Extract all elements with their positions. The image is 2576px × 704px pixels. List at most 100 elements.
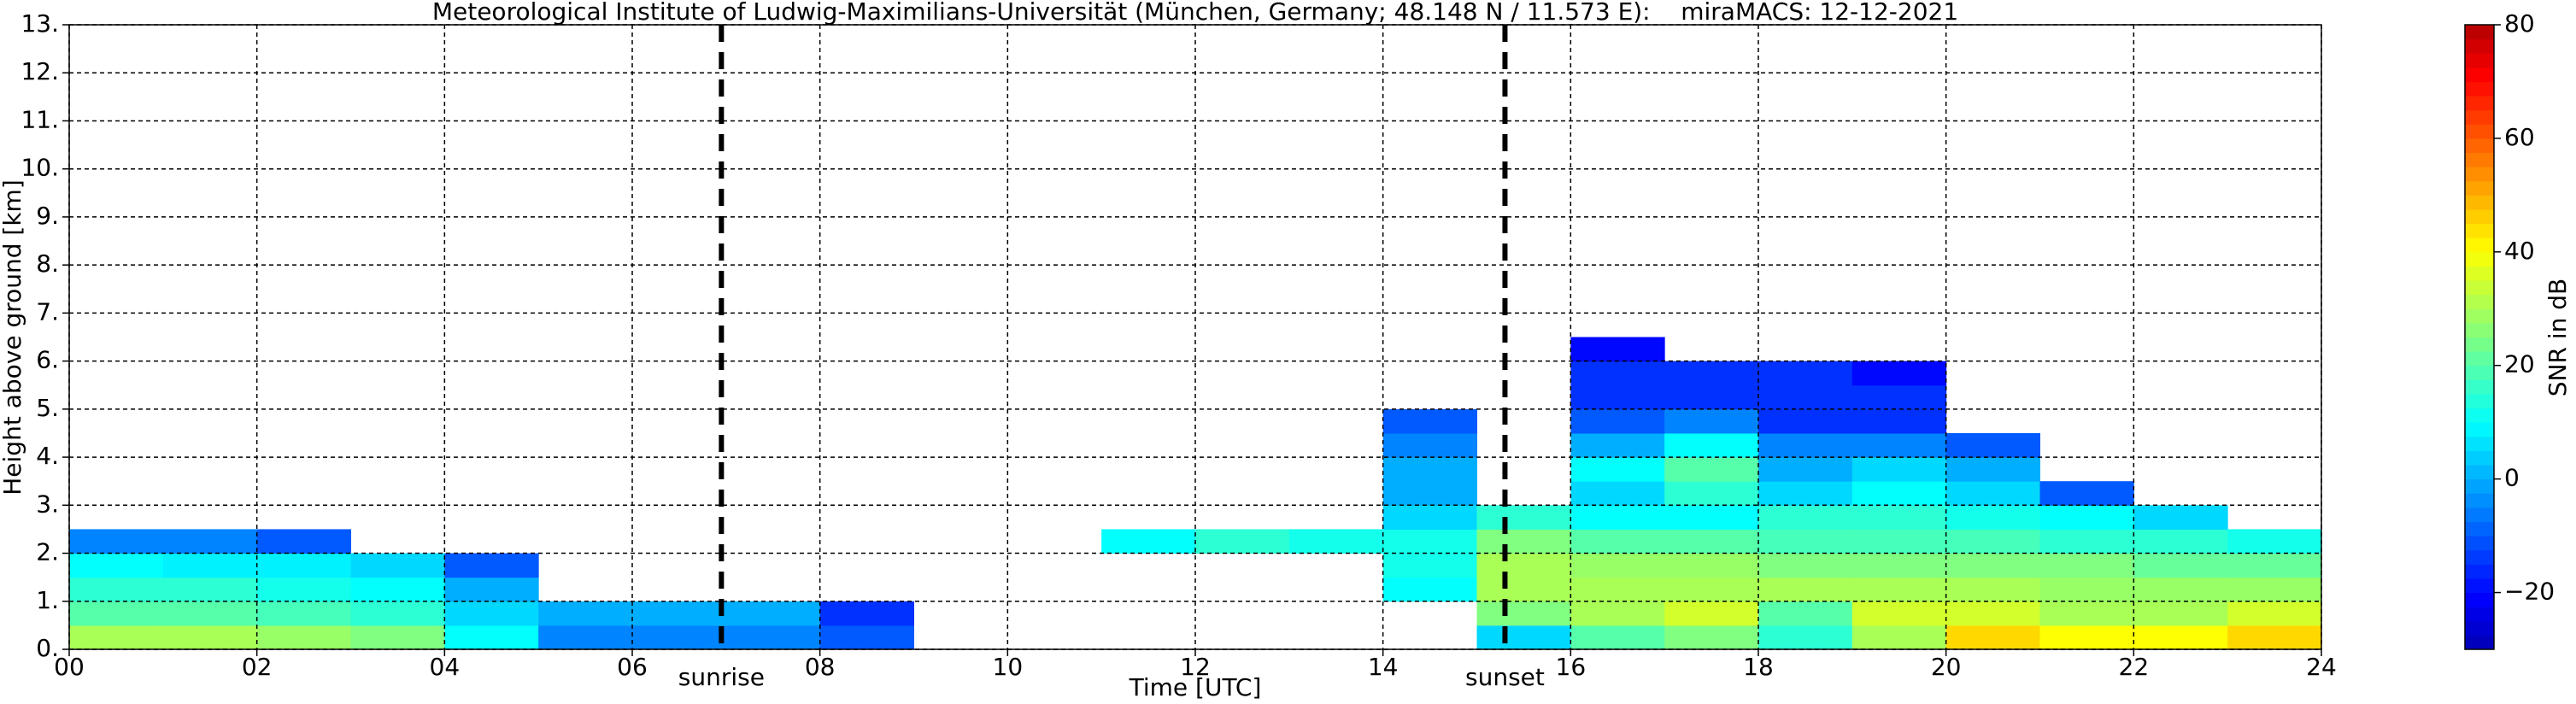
heatmap-cell — [1570, 384, 1665, 410]
y-tick-label: 10. — [21, 154, 59, 182]
heatmap-cell — [1570, 432, 1665, 458]
colorbar-swatch — [2465, 607, 2494, 622]
colorbar-swatch — [2465, 109, 2494, 125]
chart-title: Meteorological Institute of Ludwig-Maxim… — [432, 0, 1958, 26]
heatmap-cell — [1851, 577, 1947, 602]
colorbar-swatch — [2465, 195, 2494, 210]
colorbar-swatch — [2465, 578, 2494, 594]
heatmap-cell — [256, 625, 351, 650]
colorbar-swatch — [2465, 152, 2494, 167]
heatmap-cell — [2227, 529, 2322, 554]
colorbar-tick-label: −20 — [2504, 578, 2555, 606]
colorbar-swatch — [2465, 620, 2494, 636]
heatmap-cell — [1664, 361, 1759, 386]
heatmap-cell — [632, 625, 727, 650]
heatmap-cell — [1664, 505, 1759, 530]
heatmap-cell — [444, 553, 539, 578]
heatmap-cell — [1101, 529, 1196, 554]
heatmap-cell — [2133, 553, 2228, 578]
y-tick-label: 13. — [21, 9, 59, 38]
x-tick-label: 20 — [1931, 653, 1962, 681]
colorbar-frame — [2464, 24, 2495, 650]
colorbar-swatch — [2465, 208, 2494, 225]
colorbar-label: SNR in dB — [2544, 279, 2572, 396]
heatmap-cell — [1945, 625, 2040, 650]
heatmap-cell — [1476, 505, 1571, 530]
heatmap-cell — [1288, 529, 1384, 554]
plot-frame — [68, 24, 2322, 650]
heatmap-cell — [1570, 361, 1665, 386]
colorbar-swatch — [2465, 266, 2494, 281]
y-tick-label: 6. — [36, 346, 59, 374]
heatmap-cell — [256, 553, 351, 578]
y-tick-label: 3. — [36, 490, 59, 518]
heatmap-cell — [538, 625, 633, 650]
heatmap-cell — [1382, 481, 1477, 506]
heatmap-cell — [1476, 553, 1571, 578]
heatmap-cell — [69, 625, 164, 650]
y-tick-label: 9. — [36, 202, 59, 230]
y-tick-label: 1. — [36, 586, 59, 614]
heatmap-cell — [1570, 553, 1665, 578]
colorbar-swatch — [2465, 38, 2494, 54]
heatmap-cell — [1664, 457, 1759, 482]
colorbar-swatch — [2465, 408, 2494, 423]
heatmap-cell — [1758, 625, 1853, 650]
heatmap-cell — [2039, 625, 2134, 650]
colorbar-swatch — [2465, 308, 2494, 324]
colorbar-tick-label: 40 — [2504, 237, 2535, 265]
y-tick-label: 7. — [36, 297, 59, 326]
heatmap-cell — [1758, 361, 1853, 386]
colorbar-swatch — [2465, 167, 2494, 182]
heatmap-cell — [350, 601, 445, 626]
heatmap-cell — [1570, 529, 1665, 554]
heatmap-cell — [2133, 505, 2228, 530]
heatmap-cell — [1851, 553, 1947, 578]
colorbar-swatch — [2465, 379, 2494, 395]
x-tick-label: 22 — [2119, 653, 2150, 681]
heatmap-cell — [2227, 601, 2322, 626]
x-tick-label: 10 — [993, 653, 1024, 681]
colorbar-swatch — [2465, 536, 2494, 551]
heatmap-cell — [1382, 529, 1477, 554]
heatmap-cell — [1945, 432, 2040, 458]
heatmap-cell — [1570, 625, 1665, 650]
colorbar-swatch — [2465, 294, 2494, 309]
x-tick-label: 06 — [617, 653, 648, 681]
heatmap-cell — [2133, 625, 2228, 650]
colorbar-swatch — [2465, 81, 2494, 97]
heatmap-cell — [1758, 553, 1853, 578]
colorbar-swatch — [2465, 96, 2494, 111]
heatmap-cell — [1570, 481, 1665, 506]
heatmap-cell — [1758, 432, 1853, 458]
heatmap-cell — [725, 601, 821, 626]
y-tick-label: 5. — [36, 394, 59, 422]
heatmap-cell — [2227, 553, 2322, 578]
heatmap-cell — [1851, 505, 1947, 530]
heatmap-cell — [1945, 505, 2040, 530]
heatmap-cell — [2039, 481, 2134, 506]
colorbar-swatch — [2465, 549, 2494, 565]
heatmap-cell — [350, 553, 445, 578]
colorbar-swatch — [2465, 223, 2494, 238]
heatmap-cell — [1570, 505, 1665, 530]
heatmap-cell — [256, 577, 351, 602]
heatmap-cell — [1570, 408, 1665, 434]
colorbar-swatch — [2465, 138, 2494, 154]
heatmap-cell — [632, 601, 727, 626]
x-tick-label: 14 — [1368, 653, 1399, 681]
y-tick-label: 4. — [36, 442, 59, 470]
heatmap-cell — [2227, 577, 2322, 602]
colorbar-swatch — [2465, 422, 2494, 437]
colorbar-swatch — [2465, 238, 2494, 253]
colorbar-swatch — [2465, 564, 2494, 579]
heatmap-cell — [2133, 529, 2228, 554]
colorbar-swatch — [2465, 337, 2494, 352]
heatmap-cell — [1851, 529, 1947, 554]
y-tick-label: 8. — [36, 249, 59, 278]
heatmap-cell — [1664, 481, 1759, 506]
heatmap-cell — [1945, 529, 2040, 554]
colorbar-swatch — [2465, 53, 2494, 68]
colorbar-swatch — [2465, 180, 2494, 196]
heatmap-cell — [1382, 505, 1477, 530]
